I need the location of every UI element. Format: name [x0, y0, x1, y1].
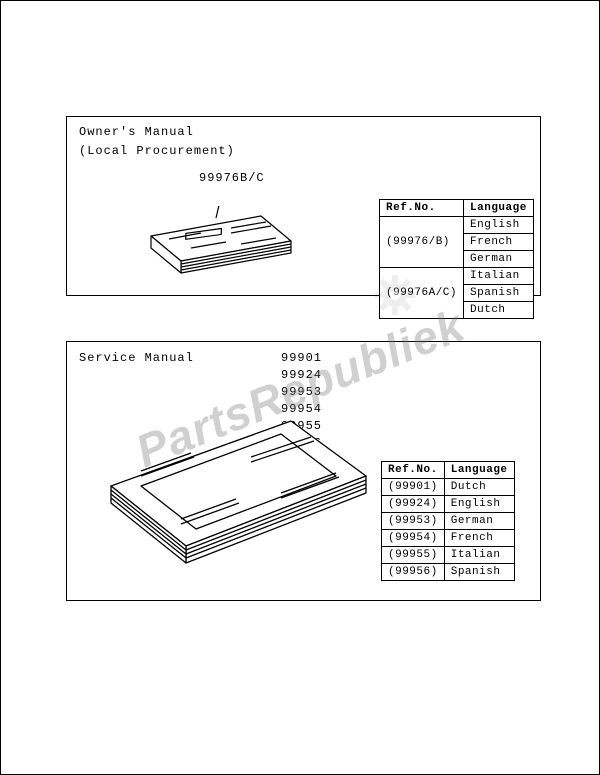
service-manual-book-icon [86, 401, 386, 591]
th-refno: Ref.No. [380, 200, 464, 217]
owners-manual-book-icon [131, 206, 301, 286]
cell-lang: German [464, 251, 534, 268]
cell-lang: Dutch [464, 302, 534, 319]
service-callout-0: 99901 [281, 351, 322, 365]
owners-manual-title-line1: Owner's Manual [79, 125, 194, 139]
cell-ref: (99955) [382, 547, 445, 564]
th-refno: Ref.No. [382, 462, 445, 479]
table-header-row: Ref.No. Language [380, 200, 534, 217]
cell-lang: English [464, 217, 534, 234]
cell-ref: (99924) [382, 496, 445, 513]
cell-ref: (99976A/C) [380, 268, 464, 319]
cell-lang: Italian [444, 547, 514, 564]
cell-ref: (99954) [382, 530, 445, 547]
cell-lang: English [444, 496, 514, 513]
service-manual-table: Ref.No. Language (99901)Dutch (99924)Eng… [381, 461, 515, 581]
cell-ref: (99901) [382, 479, 445, 496]
cell-ref: (99953) [382, 513, 445, 530]
cell-lang: German [444, 513, 514, 530]
service-callout-1: 99924 [281, 368, 322, 382]
cell-ref: (99956) [382, 564, 445, 581]
table-row: (99955)Italian [382, 547, 515, 564]
service-manual-title: Service Manual [79, 351, 194, 365]
cell-lang: French [464, 234, 534, 251]
table-row: (99976/B) English [380, 217, 534, 234]
cell-lang: Italian [464, 268, 534, 285]
cell-lang: Spanish [464, 285, 534, 302]
th-language: Language [444, 462, 514, 479]
cell-ref: (99976/B) [380, 217, 464, 268]
owners-manual-callout-label: 99976B/C [199, 171, 265, 185]
table-row: (99901)Dutch [382, 479, 515, 496]
owners-manual-title-line2: (Local Procurement) [79, 144, 235, 158]
page: Owner's Manual (Local Procurement) 99976… [0, 0, 600, 775]
cell-lang: Spanish [444, 564, 514, 581]
service-callout-2: 99953 [281, 385, 322, 399]
cell-lang: French [444, 530, 514, 547]
th-language: Language [464, 200, 534, 217]
table-row: (99953)German [382, 513, 515, 530]
table-row: (99924)English [382, 496, 515, 513]
table-row: (99954)French [382, 530, 515, 547]
table-header-row: Ref.No. Language [382, 462, 515, 479]
cell-lang: Dutch [444, 479, 514, 496]
owners-manual-table: Ref.No. Language (99976/B) English Frenc… [379, 199, 534, 319]
table-row: (99956)Spanish [382, 564, 515, 581]
table-row: (99976A/C) Italian [380, 268, 534, 285]
